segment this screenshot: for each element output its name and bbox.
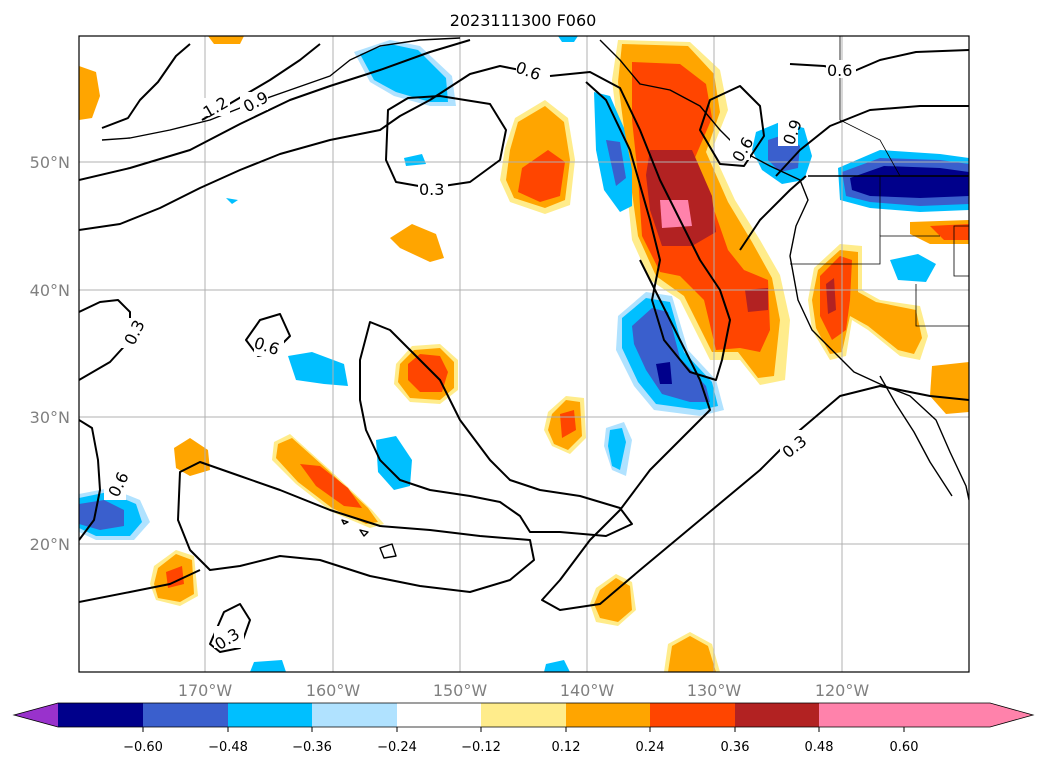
- lat-label: 50°N: [30, 153, 70, 172]
- positive-anomaly-shading: [820, 256, 852, 340]
- colorbar-segment: [14, 703, 58, 727]
- colorbar-tick-label: −0.48: [208, 740, 248, 755]
- lon-label: 130°W: [687, 681, 742, 700]
- negative-anomaly-shading: [226, 198, 238, 204]
- lon-label: 140°W: [560, 681, 615, 700]
- positive-anomaly-shading: [745, 288, 768, 312]
- lon-label: 120°W: [815, 681, 870, 700]
- colorbar-segment: [58, 703, 143, 727]
- negative-anomaly-shading: [890, 254, 936, 282]
- contour-lines: [79, 39, 969, 653]
- colorbar-segment: [143, 703, 228, 727]
- coastlines: [101, 37, 969, 559]
- colorbar-tick-label: 0.12: [552, 740, 581, 755]
- positive-anomaly-shading: [518, 150, 565, 202]
- colorbar-tick-label: 0.24: [636, 740, 665, 755]
- colorbar-segment: [566, 703, 650, 727]
- contour-label: 0.3: [419, 180, 444, 199]
- negative-anomaly-shading: [250, 660, 286, 672]
- negative-anomaly-shading: [606, 140, 626, 186]
- colorbar: −0.60 −0.48 −0.36 −0.24 −0.12 0.12 0.24 …: [12, 702, 1035, 755]
- colorbar-segment: [397, 703, 481, 727]
- positive-anomaly-shading: [166, 566, 184, 588]
- negative-anomaly-shading: [558, 36, 578, 42]
- positive-anomaly-shading: [668, 636, 716, 672]
- contour-label: 0.6: [827, 61, 852, 80]
- colorbar-tick-label: 0.48: [805, 740, 834, 755]
- colorbar-tick-label: −0.24: [377, 740, 417, 755]
- colorbar-segment: [904, 703, 1033, 727]
- lon-label: 170°W: [178, 681, 233, 700]
- colorbar-segment: [312, 703, 397, 727]
- map-border: [78, 35, 970, 673]
- longitude-labels: 170°W 160°W 150°W 140°W 130°W 120°W: [178, 681, 870, 700]
- positive-anomaly-shading: [208, 36, 244, 44]
- colorbar-segment: [228, 703, 312, 727]
- colorbar-tick-label: 0.36: [721, 740, 750, 755]
- positive-anomaly-shading: [300, 464, 362, 508]
- negative-anomaly-shading: [632, 308, 710, 402]
- lon-label: 160°W: [306, 681, 361, 700]
- negative-anomaly-shading: [656, 362, 672, 384]
- negative-anomaly-shading: [360, 44, 448, 102]
- negative-anomaly-shading: [608, 428, 626, 470]
- colorbar-ticks: −0.60 −0.48 −0.36 −0.24 −0.12 0.12 0.24 …: [123, 727, 918, 755]
- latitude-labels: 50°N 40°N 30°N 20°N: [30, 153, 70, 554]
- positive-anomaly-shading: [826, 278, 836, 314]
- lat-label: 30°N: [30, 408, 70, 427]
- map-content: 1.2 0.9 0.6 0.3 0.6 0.6 0.3 0.6 0.9 0.6 …: [79, 36, 969, 672]
- negative-anomaly-shading: [404, 154, 426, 166]
- lat-label: 40°N: [30, 281, 70, 300]
- positive-anomaly-shading: [930, 362, 969, 414]
- positive-anomaly-shading: [408, 354, 448, 392]
- colorbar-segment: [650, 703, 735, 727]
- positive-anomaly-shading: [390, 224, 444, 262]
- colorbar-tick-label: −0.12: [461, 740, 501, 755]
- shaded-anomaly-layer: [79, 36, 969, 672]
- colorbar-segment: [481, 703, 566, 727]
- positive-anomaly-shading: [930, 224, 969, 240]
- positive-anomaly-shading: [79, 66, 100, 120]
- colorbar-segment: [819, 703, 904, 727]
- colorbar-tick-label: −0.60: [123, 740, 163, 755]
- negative-anomaly-shading: [544, 660, 570, 672]
- lon-label: 150°W: [433, 681, 488, 700]
- colorbar-tick-label: 0.60: [890, 740, 919, 755]
- colorbar-segment: [735, 703, 819, 727]
- colorbar-outline: [12, 702, 1035, 728]
- lat-label: 20°N: [30, 535, 70, 554]
- positive-anomaly-shading: [174, 438, 210, 476]
- negative-anomaly-shading: [79, 500, 124, 530]
- negative-anomaly-shading: [376, 436, 412, 490]
- map-title: 2023111300 F060: [450, 11, 597, 30]
- positive-anomaly-shading: [594, 578, 632, 622]
- colorbar-tick-label: −0.36: [292, 740, 332, 755]
